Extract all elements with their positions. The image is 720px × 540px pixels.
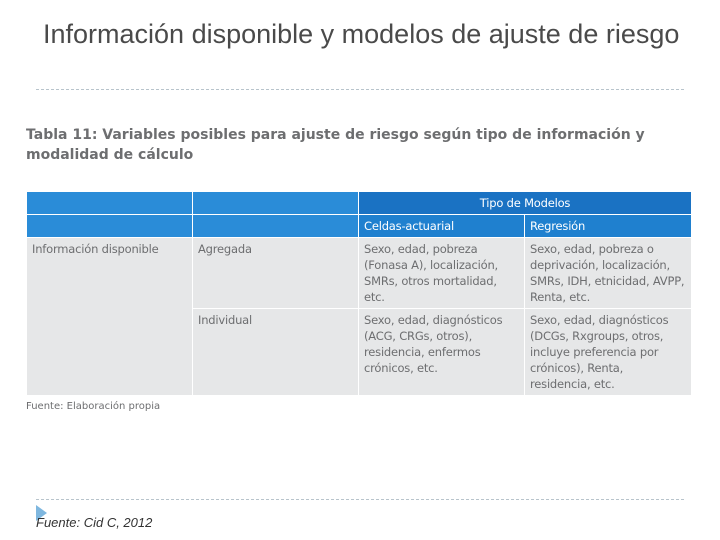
row-label-informacion: Información disponible xyxy=(26,237,193,396)
header-blank-cell xyxy=(192,214,359,238)
footer-divider xyxy=(36,499,684,500)
risk-adjustment-table: Tipo de Modelos Celdas-actuarial Regresi… xyxy=(26,191,693,396)
title-divider xyxy=(36,89,684,90)
cell-agregada: Agregada xyxy=(192,237,359,309)
header-blank-cell xyxy=(26,214,193,238)
table-subheader-row: Celdas-actuarial Regresión xyxy=(26,214,693,238)
group-header-tipo-modelos: Tipo de Modelos xyxy=(357,191,693,215)
subheader-celdas-actuarial: Celdas-actuarial xyxy=(358,214,525,238)
header-blank-cell xyxy=(192,191,359,215)
table-row: Individual Sexo, edad, diagnósticos (ACG… xyxy=(27,308,693,396)
table-header-row: Tipo de Modelos xyxy=(26,191,693,215)
subheader-regresion: Regresión xyxy=(523,214,693,238)
cell-agregada-regresion: Sexo, edad, pobreza o deprivación, local… xyxy=(523,237,693,309)
footer-source: Fuente: Cid C, 2012 xyxy=(36,515,153,530)
cell-individual-celdas: Sexo, edad, diagnósticos (ACG, CRGs, otr… xyxy=(358,308,525,396)
cell-individual: Individual xyxy=(192,308,359,396)
slide-title: Información disponible y modelos de ajus… xyxy=(43,19,680,49)
table-source: Fuente: Elaboración propia xyxy=(26,401,161,412)
cell-agregada-celdas: Sexo, edad, pobreza (Fonasa A), localiza… xyxy=(358,237,525,309)
header-blank-cell xyxy=(26,191,193,215)
table-row: Información disponible Agregada Sexo, ed… xyxy=(26,237,693,396)
cell-individual-regresion: Sexo, edad, diagnósticos (DCGs, Rxgroups… xyxy=(523,308,693,396)
table-caption: Tabla 11: Variables posibles para ajuste… xyxy=(26,127,645,163)
bullet-arrow-icon xyxy=(36,505,47,521)
